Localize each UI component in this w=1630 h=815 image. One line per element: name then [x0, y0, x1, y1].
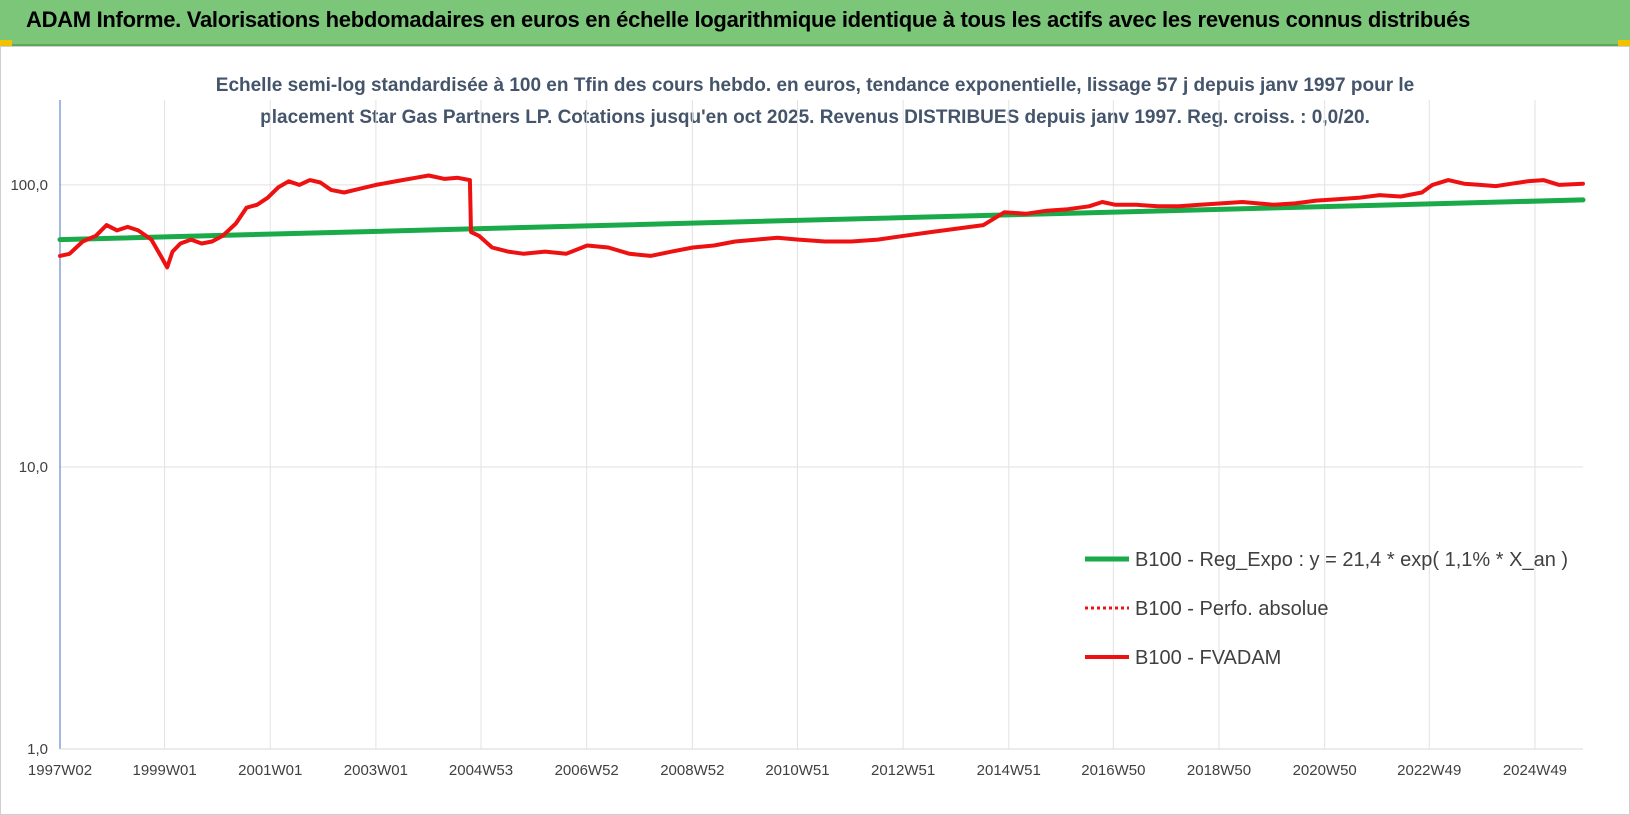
series-line-solid-green: [57, 197, 1586, 243]
x-tick-label: 1999W01: [132, 762, 196, 779]
x-tick-label: 2012W51: [871, 762, 935, 779]
chart-subtitle: Echelle semi-log standardisée à 100 en T…: [200, 70, 1430, 134]
x-tick-label: 2014W51: [977, 762, 1041, 779]
x-tick-label: 2024W49: [1503, 762, 1567, 779]
chart-subtitle-line1: Echelle semi-log standardisée à 100 en T…: [215, 75, 1415, 96]
series-line-solid-red: [58, 173, 1585, 270]
x-tick-label: 2004W53: [449, 762, 513, 779]
y-tick-label: 1,0: [27, 741, 48, 758]
corner-accent-right: [1618, 40, 1630, 47]
x-tick-label: 2018W50: [1187, 762, 1251, 779]
legend-label: B100 - FVADAM: [1135, 647, 1281, 669]
x-tick-label: 2001W01: [238, 762, 302, 779]
x-tick-label: 2020W50: [1293, 762, 1357, 779]
chart-subtitle-line2: placement Star Gas Partners LP. Cotation…: [260, 107, 1370, 128]
x-tick-label: 2008W52: [660, 762, 724, 779]
x-tick-label: 1997W02: [28, 762, 92, 779]
x-tick-label: 2003W01: [344, 762, 408, 779]
page-title: ADAM Informe. Valorisations hebdomadaire…: [26, 7, 1471, 32]
header-bar: ADAM Informe. Valorisations hebdomadaire…: [0, 0, 1630, 46]
y-tick-label: 10,0: [19, 459, 48, 476]
series-layer: [57, 173, 1586, 270]
legend-label: B100 - Perfo. absolue: [1135, 598, 1328, 620]
x-tick-label: 2006W52: [555, 762, 619, 779]
y-tick-label: 100,0: [10, 177, 48, 194]
x-tick-label: 2010W51: [765, 762, 829, 779]
corner-accent-left: [0, 40, 12, 47]
legend: B100 - Reg_Expo : y = 21,4 * exp( 1,1% *…: [1085, 549, 1568, 669]
x-tick-label: 2022W49: [1397, 762, 1461, 779]
legend-label: B100 - Reg_Expo : y = 21,4 * exp( 1,1% *…: [1135, 549, 1568, 571]
x-tick-label: 2016W50: [1081, 762, 1145, 779]
axes: 1,0 10,0 100,0 1997W02 1999W01 2001W01 2003W01…: [10, 100, 1583, 779]
